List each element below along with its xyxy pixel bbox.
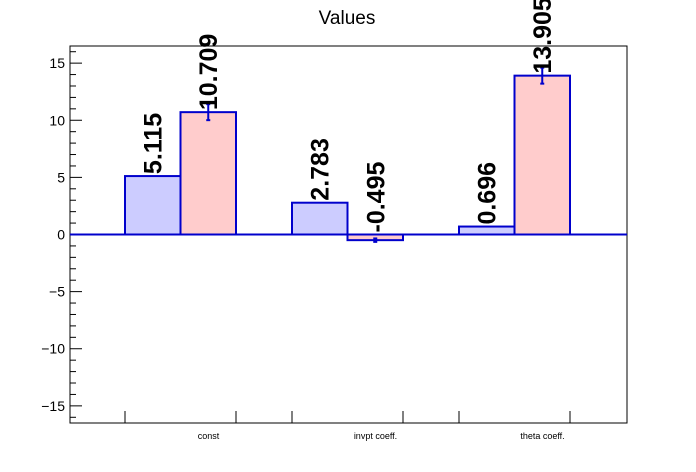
- y-tick-label: 15: [49, 55, 65, 71]
- data-labels: 5.115 2.783 0.696 10.709 -0.495 13.905: [140, 0, 558, 233]
- y-tick-label: 10: [49, 112, 65, 128]
- y-tick-label: −10: [41, 341, 65, 357]
- x-category-label: theta coeff.: [520, 431, 564, 441]
- bar: [458, 225, 516, 236]
- data-label: 5.115: [140, 113, 168, 174]
- data-label: 13.905: [529, 0, 557, 74]
- bars: [70, 66, 627, 243]
- bar: [124, 175, 182, 236]
- data-label: 2.783: [307, 138, 335, 201]
- chart-title: Values: [319, 8, 376, 29]
- y-tick-label: −15: [41, 398, 65, 414]
- data-label: -0.495: [362, 162, 390, 233]
- y-tick-label: 5: [57, 169, 65, 185]
- axes: −15 −10 −5 0 5 10 15 const invpt coeff. theta coe…: [41, 51, 571, 441]
- bar: [291, 201, 349, 236]
- data-label: 10.709: [195, 34, 223, 110]
- y-tick-label: 0: [57, 227, 65, 243]
- bar: [179, 111, 237, 236]
- data-label: 0.696: [474, 162, 502, 225]
- x-category-label: const: [198, 431, 220, 441]
- x-category-label: invpt coeff.: [354, 431, 397, 441]
- bar: [513, 74, 571, 236]
- y-tick-label: −5: [49, 284, 65, 300]
